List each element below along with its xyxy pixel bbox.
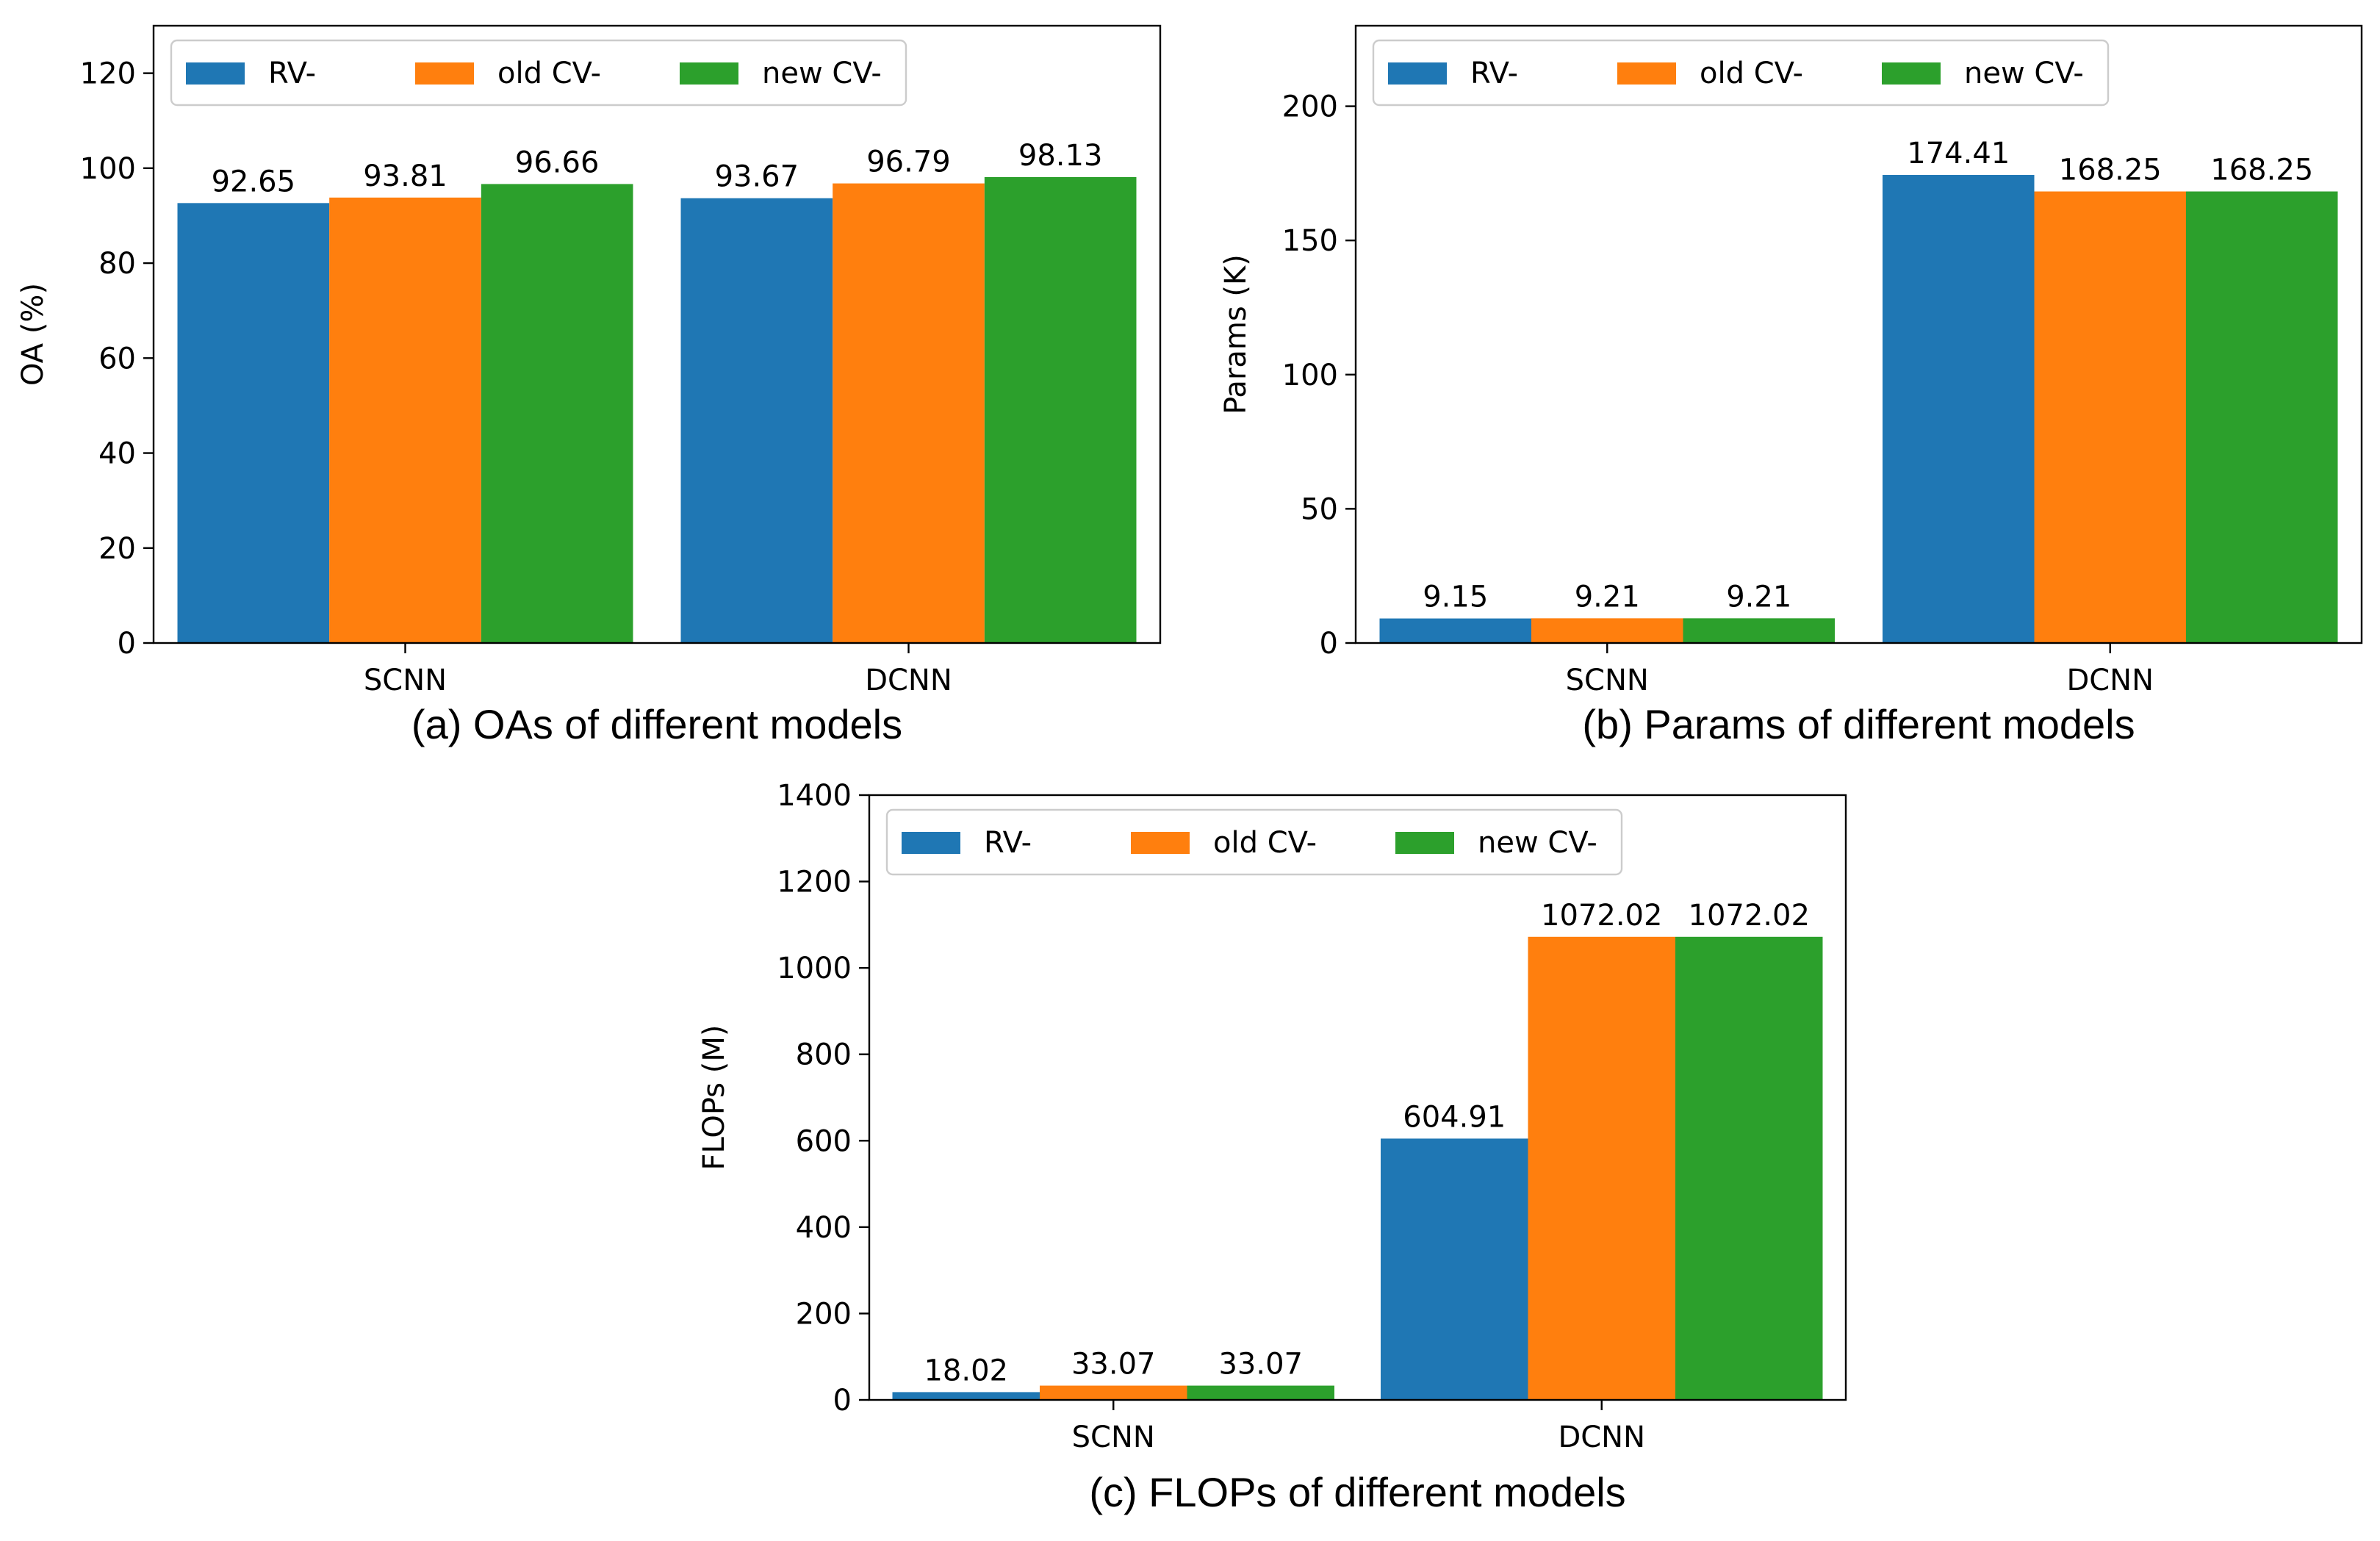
bar-dcnn-old-cv	[2034, 191, 2186, 643]
data-label: 9.21	[1726, 580, 1791, 614]
x-tick-label: DCNN	[2066, 664, 2154, 697]
bar-dcnn-old-cv	[1528, 936, 1675, 1400]
chart-params: 9.15 9.21 9.21 SCNN 174.41 168.25 168.25 DCNN 0 5…	[1219, 24, 2363, 747]
data-label: 98.13	[1018, 139, 1103, 173]
legend-label: RV-	[1470, 57, 1518, 90]
legend-label: RV-	[268, 57, 316, 90]
y-tick-label: 0	[1320, 627, 1338, 661]
y-tick-label: 200	[1282, 90, 1338, 124]
data-label: 92.65	[212, 165, 296, 198]
data-label: 93.67	[715, 160, 799, 194]
y-tick-label: 200	[796, 1297, 852, 1331]
data-label: 168.25	[2210, 154, 2313, 187]
chart-flops: 18.02 33.07 33.07 SCNN 604.91 1072.02 1072.02 D…	[697, 779, 1847, 1515]
bar-dcnn-rv	[680, 198, 833, 643]
data-label: 18.02	[924, 1354, 1008, 1387]
y-tick-label: 60	[98, 342, 136, 376]
bar-scnn-new-cv	[1683, 618, 1835, 643]
axes-frame	[152, 24, 1162, 644]
x-tick-label: SCNN	[364, 664, 447, 697]
axes-frame	[1354, 24, 2363, 644]
bar-scnn-old-cv	[1531, 618, 1683, 643]
data-label: 96.79	[866, 146, 951, 179]
y-tick-label: 80	[98, 247, 136, 281]
chart-oa: 92.65 93.81 96.66 SCNN 93.67 96.79 98.13 DCNN 0 2…	[16, 24, 1162, 747]
y-axis-label: FLOPs (M)	[697, 1024, 731, 1170]
y-tick-label: 20	[98, 532, 136, 566]
bar-dcnn-new-cv	[1675, 936, 1823, 1400]
bar-dcnn-new-cv	[984, 176, 1137, 644]
bar-scnn-rv	[177, 203, 330, 643]
legend-label: old CV-	[497, 57, 601, 90]
legend-label: new CV-	[1478, 826, 1597, 860]
axes-frame	[868, 794, 1847, 1401]
bar-scnn-new-cv	[1187, 1385, 1334, 1400]
legend-swatch	[1131, 832, 1190, 854]
legend-swatch	[186, 62, 245, 85]
y-tick-label: 1200	[777, 866, 852, 899]
data-label: 33.07	[1071, 1348, 1156, 1382]
legend	[885, 808, 1623, 876]
legend-swatch	[415, 62, 474, 85]
x-tick-label: DCNN	[865, 664, 952, 697]
chart-caption: (c) FLOPs of different models	[1089, 1469, 1625, 1515]
y-tick-label: 100	[1282, 359, 1338, 392]
y-tick-label: 40	[98, 437, 136, 471]
legend-swatch	[902, 832, 960, 854]
data-label: 168.25	[2059, 154, 2162, 187]
bar-scnn-rv	[1379, 618, 1531, 643]
legend-label: new CV-	[1964, 57, 2084, 90]
y-tick-label: 1000	[777, 952, 852, 985]
y-tick-label: 0	[118, 627, 136, 661]
data-label: 9.21	[1575, 580, 1640, 614]
data-label: 604.91	[1403, 1100, 1506, 1134]
legend-swatch	[680, 62, 738, 85]
y-axis-label: Params (K)	[1219, 254, 1253, 414]
legend-label: old CV-	[1700, 57, 1803, 90]
y-tick-label: 120	[80, 57, 136, 91]
y-tick-label: 0	[833, 1384, 852, 1418]
legend	[170, 39, 907, 107]
data-label: 33.07	[1218, 1348, 1303, 1382]
data-label: 9.15	[1423, 581, 1488, 614]
x-tick-label: SCNN	[1072, 1420, 1155, 1454]
bar-scnn-old-cv	[1040, 1385, 1187, 1400]
chart-caption: (a) OAs of different models	[411, 701, 902, 747]
data-label: 93.81	[363, 159, 447, 193]
y-axis-label: OA (%)	[16, 283, 50, 386]
bar-dcnn-old-cv	[833, 183, 985, 643]
bar-scnn-new-cv	[481, 184, 633, 644]
chart-caption: (b) Params of different models	[1582, 701, 2135, 747]
data-label: 1072.02	[1541, 899, 1662, 933]
legend-label: old CV-	[1213, 826, 1317, 860]
legend-swatch	[1395, 832, 1454, 854]
y-tick-label: 600	[796, 1124, 852, 1158]
legend-label: new CV-	[762, 57, 882, 90]
legend-swatch	[1882, 62, 1941, 85]
data-label: 174.41	[1907, 137, 2010, 170]
x-tick-label: DCNN	[1558, 1420, 1645, 1454]
y-tick-label: 1400	[777, 779, 852, 813]
data-label: 1072.02	[1689, 899, 1810, 933]
y-tick-label: 150	[1282, 224, 1338, 258]
y-tick-label: 50	[1301, 492, 1338, 526]
legend-swatch	[1388, 62, 1447, 85]
bar-scnn-rv	[892, 1392, 1040, 1400]
data-label: 96.66	[515, 146, 600, 179]
legend-label: RV-	[984, 826, 1032, 860]
x-tick-label: SCNN	[1566, 664, 1649, 697]
legend	[1372, 39, 2110, 107]
bar-dcnn-new-cv	[2186, 191, 2338, 643]
y-tick-label: 400	[796, 1211, 852, 1245]
legend-swatch	[1617, 62, 1676, 85]
y-tick-label: 100	[80, 152, 136, 186]
y-tick-label: 800	[796, 1038, 852, 1072]
bar-scnn-old-cv	[329, 197, 481, 643]
bar-dcnn-rv	[1381, 1138, 1528, 1400]
bar-dcnn-rv	[1883, 175, 2035, 643]
